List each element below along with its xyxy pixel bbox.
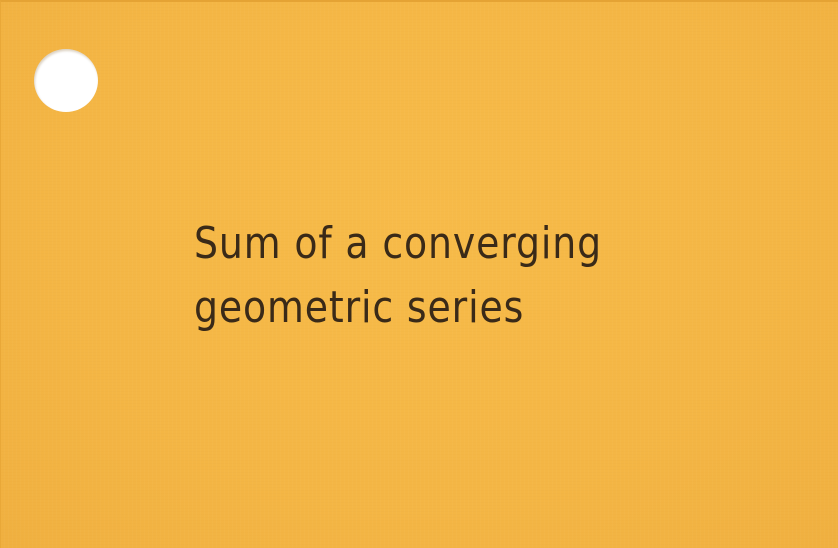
punch-hole bbox=[34, 49, 98, 112]
text-line-1: Sum of a converging bbox=[194, 218, 602, 269]
handwritten-text: Sum of a converging geometric series bbox=[194, 212, 676, 340]
text-line-2: geometric series bbox=[194, 282, 525, 333]
